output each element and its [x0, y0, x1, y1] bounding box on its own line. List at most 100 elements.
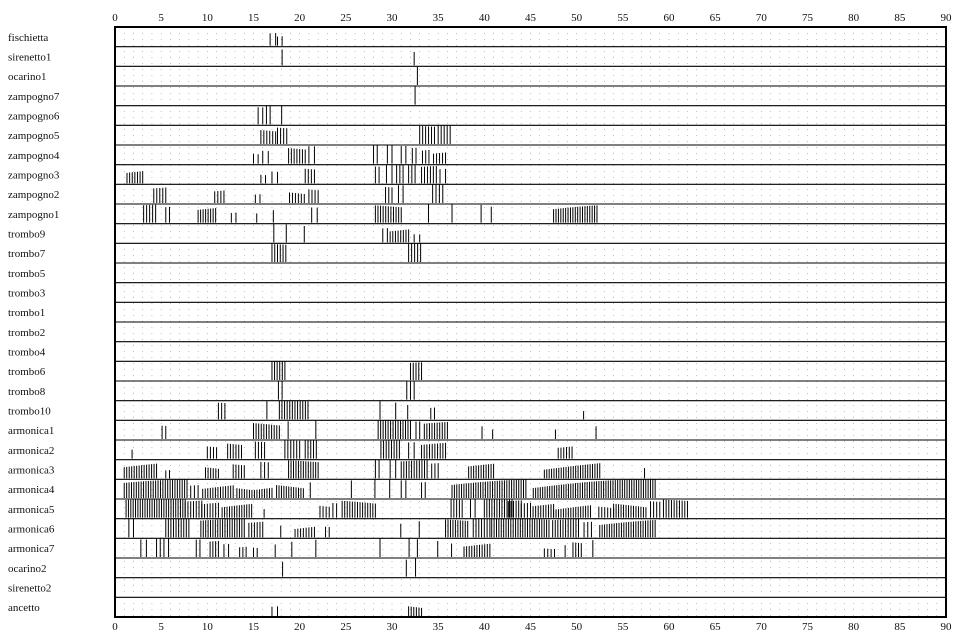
- activity-span: [197, 208, 217, 223]
- x-tick-label-top: 15: [248, 12, 260, 24]
- x-tick-label-bottom: 70: [756, 621, 768, 630]
- activity-span: [262, 150, 269, 164]
- activity-span: [165, 206, 170, 223]
- activity-span: [319, 505, 330, 518]
- row-label: trombo5: [8, 268, 46, 280]
- activity-span: [165, 470, 170, 479]
- row-label: ocarino2: [8, 563, 46, 575]
- activity-span: [377, 420, 411, 439]
- row-label: zampogno3: [8, 170, 60, 182]
- row-armonica6: [128, 518, 656, 538]
- activity-span: [599, 519, 656, 538]
- activity-span: [125, 499, 186, 518]
- activity-span: [557, 446, 573, 459]
- x-tick-label-bottom: 40: [479, 621, 491, 630]
- activity-span: [483, 499, 513, 518]
- row-label: armonica6: [8, 524, 55, 536]
- activity-span: [553, 205, 598, 223]
- activity-span: [613, 503, 647, 518]
- activity-span: [543, 548, 556, 557]
- x-tick-label-top: 65: [710, 12, 722, 24]
- activity-span: [311, 207, 318, 223]
- activity-span: [552, 518, 580, 538]
- x-tick-label-top: 35: [433, 12, 445, 24]
- x-tick-label-bottom: 15: [248, 621, 260, 630]
- row-sirenetto1: [281, 49, 415, 66]
- x-tick-label-top: 25: [340, 12, 352, 24]
- row-label: zampogno7: [8, 91, 60, 103]
- activity-span: [277, 36, 283, 46]
- row-trombo6: [271, 361, 423, 380]
- activity-span: [195, 539, 201, 557]
- activity-span: [439, 168, 447, 184]
- activity-span: [161, 425, 167, 439]
- row-label: ocarino1: [8, 71, 46, 83]
- row-label: trombo8: [8, 386, 46, 398]
- activity-span: [202, 485, 234, 498]
- row-label: sirenetto1: [8, 52, 51, 64]
- row-ancetto: [271, 606, 423, 616]
- activity-span: [408, 243, 422, 262]
- row-labels: fischietta sirenetto1 ocarino1 zampogno7 zam…: [8, 32, 60, 614]
- activity-span: [265, 105, 271, 125]
- x-tick-label-top: 5: [158, 12, 164, 24]
- activity-span: [288, 460, 319, 479]
- row-zampogno6: [257, 105, 283, 125]
- activity-span: [289, 192, 305, 203]
- x-tick-label-bottom: 5: [158, 621, 164, 630]
- x-tick-label-top: 75: [802, 12, 814, 24]
- x-tick-label-bottom: 55: [617, 621, 629, 630]
- x-tick-label-top: 10: [202, 12, 214, 24]
- activity-span: [206, 446, 218, 459]
- activity-span: [650, 501, 661, 518]
- x-tick-label-top: 85: [894, 12, 906, 24]
- activity-span: [421, 482, 426, 498]
- activity-span: [201, 502, 219, 518]
- activity-span: [260, 461, 269, 479]
- activity-span: [304, 440, 317, 459]
- activity-span: [254, 194, 261, 203]
- activity-span: [190, 485, 199, 498]
- row-label: trombo2: [8, 327, 45, 339]
- activity-span: [277, 127, 288, 144]
- row-label: armonica1: [8, 425, 54, 437]
- activity-span: [406, 381, 415, 400]
- activity-span: [385, 186, 393, 203]
- row-label: zampogno1: [8, 209, 59, 221]
- activity-span: [400, 460, 428, 479]
- activity-span: [165, 518, 190, 538]
- activity-span: [400, 480, 407, 498]
- activity-span: [253, 153, 259, 164]
- activity-span: [184, 500, 203, 518]
- row-armonica7: [140, 538, 594, 557]
- activity-span: [385, 165, 393, 184]
- row-zampogno4: [253, 145, 447, 164]
- activity-span: [543, 463, 601, 479]
- activity-span: [451, 479, 527, 498]
- activity-span: [491, 518, 550, 538]
- row-label: fischietta: [8, 32, 48, 44]
- activity-span: [308, 146, 315, 164]
- row-zampogno5: [260, 125, 451, 144]
- activity-span: [248, 521, 264, 538]
- activity-span: [278, 400, 309, 420]
- x-tick-label-top: 30: [387, 12, 399, 24]
- activity-span: [341, 500, 376, 518]
- activity-span: [374, 166, 380, 184]
- x-tick-label-bottom: 80: [848, 621, 860, 630]
- row-label: zampogno6: [8, 111, 60, 123]
- activity-span: [236, 487, 273, 498]
- x-tick-label-bottom: 50: [571, 621, 583, 630]
- activity-span: [463, 543, 491, 557]
- activity-span: [269, 33, 277, 46]
- activity-span: [598, 506, 615, 518]
- activity-span: [374, 205, 402, 223]
- activity-span: [260, 130, 277, 144]
- activity-span: [143, 204, 157, 223]
- row-zampogno3: [126, 164, 447, 184]
- activity-span: [271, 171, 279, 184]
- activity-span: [276, 485, 304, 498]
- plot-frame: [114, 26, 947, 618]
- activity-span: [123, 479, 188, 498]
